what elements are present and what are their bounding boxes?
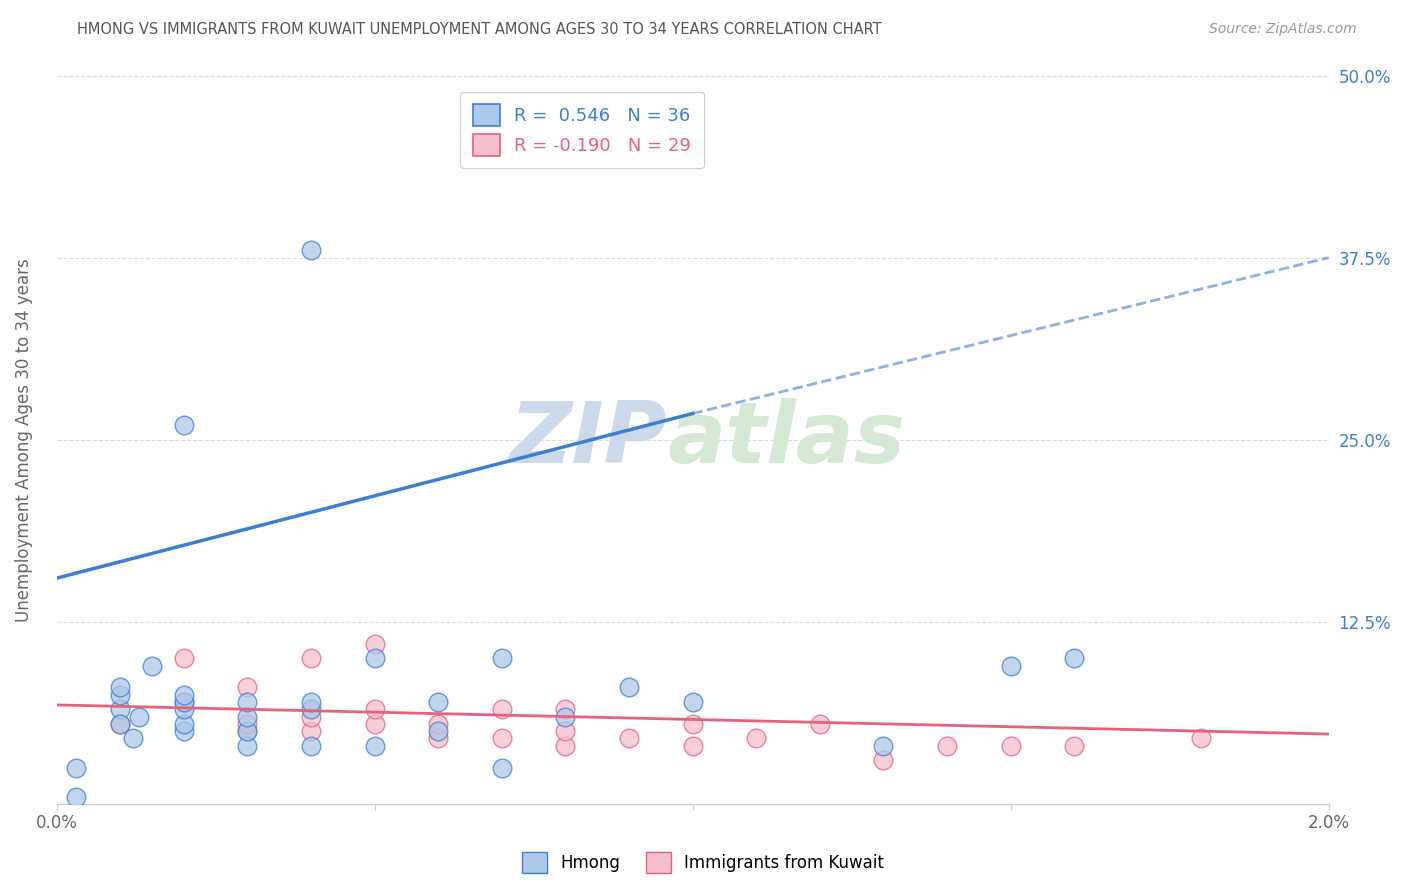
Point: [363, 651, 385, 665]
Point: [128, 709, 150, 723]
Point: [554, 702, 576, 716]
Point: [1063, 651, 1085, 665]
Point: [491, 651, 513, 665]
Point: [363, 637, 385, 651]
Point: [173, 651, 195, 665]
Point: [236, 709, 259, 723]
Point: [65, 760, 87, 774]
Point: [491, 731, 513, 746]
Point: [110, 681, 132, 695]
Point: [236, 695, 259, 709]
Text: ZIP: ZIP: [509, 398, 668, 482]
Point: [427, 731, 450, 746]
Point: [682, 716, 704, 731]
Point: [363, 702, 385, 716]
Point: [236, 716, 259, 731]
Point: [173, 724, 195, 739]
Point: [299, 724, 322, 739]
Point: [173, 418, 195, 433]
Point: [491, 702, 513, 716]
Point: [236, 724, 259, 739]
Point: [872, 753, 894, 767]
Text: HMONG VS IMMIGRANTS FROM KUWAIT UNEMPLOYMENT AMONG AGES 30 TO 34 YEARS CORRELATI: HMONG VS IMMIGRANTS FROM KUWAIT UNEMPLOY…: [77, 22, 882, 37]
Point: [236, 724, 259, 739]
Point: [173, 688, 195, 702]
Legend: Hmong, Immigrants from Kuwait: Hmong, Immigrants from Kuwait: [516, 846, 890, 880]
Point: [299, 651, 322, 665]
Point: [110, 702, 132, 716]
Point: [554, 709, 576, 723]
Point: [427, 716, 450, 731]
Point: [236, 681, 259, 695]
Point: [363, 739, 385, 753]
Point: [299, 702, 322, 716]
Point: [299, 695, 322, 709]
Point: [299, 709, 322, 723]
Point: [363, 716, 385, 731]
Point: [1000, 739, 1022, 753]
Point: [173, 716, 195, 731]
Point: [1063, 739, 1085, 753]
Text: atlas: atlas: [668, 398, 905, 482]
Point: [936, 739, 959, 753]
Point: [427, 695, 450, 709]
Point: [1000, 658, 1022, 673]
Point: [617, 681, 640, 695]
Point: [745, 731, 768, 746]
Point: [554, 739, 576, 753]
Legend: R =  0.546   N = 36, R = -0.190   N = 29: R = 0.546 N = 36, R = -0.190 N = 29: [460, 92, 703, 169]
Point: [682, 141, 704, 155]
Point: [173, 695, 195, 709]
Point: [299, 739, 322, 753]
Point: [122, 731, 145, 746]
Point: [617, 731, 640, 746]
Text: Source: ZipAtlas.com: Source: ZipAtlas.com: [1209, 22, 1357, 37]
Point: [110, 688, 132, 702]
Point: [682, 695, 704, 709]
Point: [1191, 731, 1213, 746]
Point: [682, 739, 704, 753]
Point: [173, 702, 195, 716]
Point: [65, 789, 87, 804]
Point: [299, 244, 322, 258]
Point: [110, 716, 132, 731]
Point: [427, 724, 450, 739]
Point: [491, 760, 513, 774]
Point: [141, 658, 163, 673]
Point: [872, 739, 894, 753]
Point: [808, 716, 831, 731]
Point: [173, 695, 195, 709]
Y-axis label: Unemployment Among Ages 30 to 34 years: Unemployment Among Ages 30 to 34 years: [15, 258, 32, 622]
Point: [110, 716, 132, 731]
Point: [554, 724, 576, 739]
Point: [236, 739, 259, 753]
